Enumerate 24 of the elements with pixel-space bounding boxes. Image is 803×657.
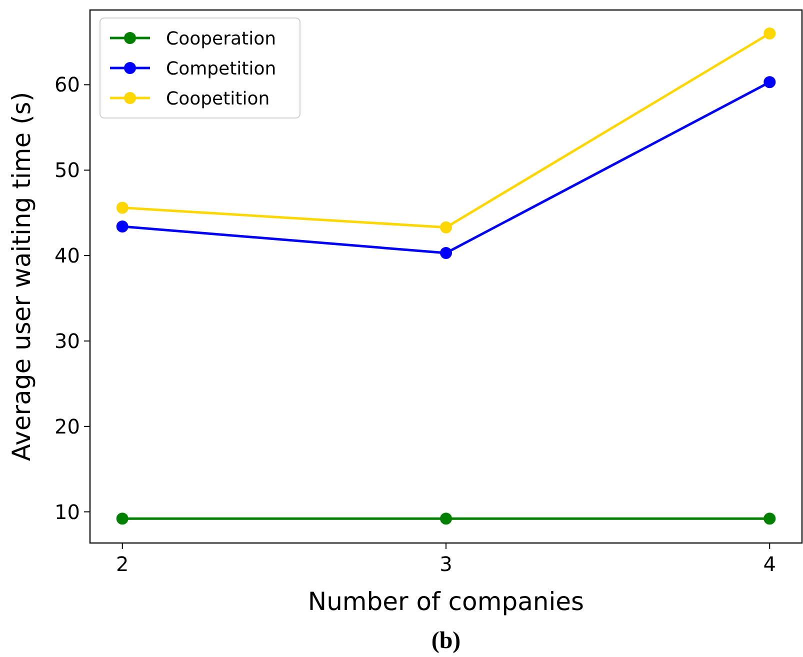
y-axis-title: Average user waiting time (s)	[7, 92, 36, 462]
point	[764, 27, 776, 40]
point	[116, 512, 128, 525]
point	[440, 512, 452, 525]
y-tick-label: 50	[54, 158, 80, 182]
legend-label: Competition	[166, 58, 276, 80]
y-tick-label: 10	[54, 500, 80, 524]
point	[116, 220, 128, 233]
legend-label: Cooperation	[166, 28, 276, 50]
x-tick-label: 4	[763, 552, 776, 576]
y-tick-label: 60	[54, 72, 80, 97]
x-tick-label: 2	[116, 552, 129, 576]
y-tick-label: 40	[54, 244, 80, 268]
point	[440, 221, 452, 234]
point	[764, 512, 776, 525]
point	[764, 76, 776, 88]
y-tick-label: 30	[54, 328, 80, 353]
x-tick-label: 3	[440, 552, 452, 576]
y-tick-label: 20	[54, 414, 80, 438]
point	[440, 247, 452, 260]
x-axis-title: Number of companies	[308, 587, 584, 616]
text: (b)	[431, 628, 461, 654]
point	[116, 202, 128, 214]
legend-label: Coopetition	[166, 88, 270, 110]
